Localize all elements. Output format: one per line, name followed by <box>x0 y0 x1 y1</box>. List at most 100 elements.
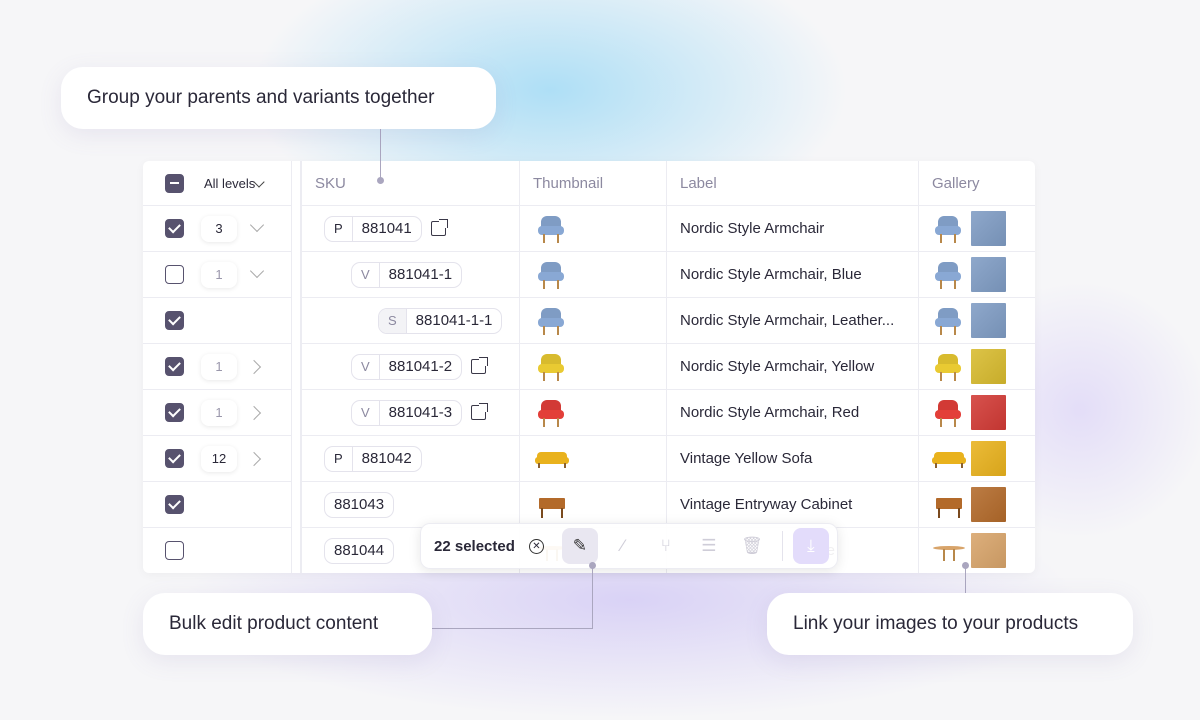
download-icon[interactable]: ⤓ <box>792 528 829 564</box>
callout-link-images: Link your images to your products <box>767 593 1133 655</box>
level-filter[interactable]: All levels <box>204 175 256 191</box>
gallery-cell <box>918 436 1035 481</box>
row-checkbox[interactable] <box>165 403 184 422</box>
chair-leg <box>954 417 956 427</box>
cabinet-body <box>936 497 962 509</box>
chevron-down-icon[interactable] <box>249 217 265 233</box>
trash-icon[interactable]: 🗑 <box>741 536 763 555</box>
thumbnail-image <box>535 444 569 474</box>
list-icon[interactable]: ☰ <box>701 536 717 555</box>
column-header-sku[interactable]: SKU <box>301 161 519 205</box>
cabinet-leg <box>938 507 940 518</box>
row-checkbox[interactable] <box>165 357 184 376</box>
external-link-icon[interactable] <box>471 357 489 374</box>
table-row[interactable]: 1 V 881041-1 Nordic Style Armchair, Blue <box>143 252 1035 298</box>
chair-leg <box>543 279 545 289</box>
sku-pill[interactable]: 881043 <box>324 491 395 518</box>
chair-leg <box>557 325 559 335</box>
sku-pill[interactable]: S 881041-1-1 <box>378 307 503 334</box>
gallery-detail-image[interactable] <box>971 211 1006 246</box>
table-header: All levels SKU Thumbnail Label Gallery <box>143 161 1035 206</box>
gallery-detail-image[interactable] <box>971 395 1006 430</box>
sku-pill[interactable]: V 881041-1 <box>351 261 463 288</box>
sofa-leg <box>538 462 540 468</box>
gallery-image <box>933 214 963 244</box>
magic-wand-icon[interactable]: ⁄ <box>621 536 625 555</box>
table-row[interactable]: 12 P 881042 Vintage Yellow Sofa <box>143 436 1035 482</box>
gallery-image <box>933 306 963 336</box>
sku-pill[interactable]: V 881041-2 <box>351 353 463 380</box>
row-checkbox[interactable] <box>165 541 184 560</box>
chair-seat <box>935 409 961 419</box>
label-cell: Nordic Style Armchair, Red <box>666 390 918 435</box>
sku-cell: V 881041-2 <box>301 344 519 389</box>
thumbnail-cell <box>519 482 666 527</box>
product-label: Nordic Style Armchair, Yellow <box>680 358 875 375</box>
external-link-icon[interactable] <box>471 403 489 420</box>
row-checkbox[interactable] <box>165 311 184 330</box>
chair-leg <box>954 371 956 381</box>
column-header-gallery[interactable]: Gallery <box>918 161 1035 205</box>
select-all-checkbox[interactable] <box>165 173 184 193</box>
gallery-detail-image[interactable] <box>971 441 1006 476</box>
row-checkbox[interactable] <box>165 219 184 238</box>
row-checkbox[interactable] <box>165 495 184 514</box>
thumbnail-cell <box>519 252 666 297</box>
thumbnail-image <box>536 306 566 336</box>
sku-pill[interactable]: V 881041-3 <box>351 399 463 426</box>
chair-leg <box>543 417 545 427</box>
sku-pill[interactable]: 881044 <box>324 537 395 564</box>
chair-leg <box>954 279 956 289</box>
gallery-detail-image[interactable] <box>971 487 1006 522</box>
sku-cell: P 881041 <box>301 206 519 251</box>
sku-pill[interactable]: P 881041 <box>324 215 422 242</box>
sku-value: 881041 <box>361 220 412 237</box>
gallery-image <box>933 536 965 566</box>
sku-pill[interactable]: P 881042 <box>324 445 422 472</box>
pencil-icon[interactable]: ✎ <box>561 528 598 564</box>
child-count-badge: 1 <box>201 262 237 288</box>
table-row[interactable]: 881043 Vintage Entryway Cabinet <box>143 482 1035 528</box>
row-checkbox[interactable] <box>165 265 184 284</box>
gallery-cell <box>918 298 1035 343</box>
gallery-image <box>933 490 963 520</box>
table-row[interactable]: S 881041-1-1 Nordic Style Armchair, Leathe… <box>143 298 1035 344</box>
gallery-detail-image[interactable] <box>971 303 1006 338</box>
table-row[interactable]: 1 V 881041-2 Nordic Style Armchair, Yellow <box>143 344 1035 390</box>
column-header-label[interactable]: Label <box>666 161 918 205</box>
sku-value: 881043 <box>334 496 385 513</box>
chair-seat <box>538 225 564 235</box>
chevron-right-icon[interactable] <box>246 451 262 467</box>
external-link-icon[interactable] <box>430 219 448 236</box>
row-checkbox[interactable] <box>165 449 184 468</box>
level-tag: P <box>325 446 353 471</box>
thumbnail-image <box>536 260 566 290</box>
chevron-down-icon[interactable] <box>249 263 265 279</box>
chair-leg <box>940 279 942 289</box>
row-select-cell: 3 <box>143 206 291 251</box>
sofa-leg <box>935 462 937 468</box>
gallery-detail-image[interactable] <box>971 533 1006 568</box>
thumbnail-cell <box>519 436 666 481</box>
sku-cell: 881044 <box>301 528 519 573</box>
chevron-right-icon[interactable] <box>246 405 262 421</box>
gallery-cell <box>918 344 1035 389</box>
gallery-detail-image[interactable] <box>971 257 1006 292</box>
cabinet-leg <box>958 507 960 518</box>
sku-value: 881042 <box>361 450 412 467</box>
column-header-thumbnail[interactable]: Thumbnail <box>519 161 666 205</box>
chevron-right-icon[interactable] <box>246 359 262 375</box>
cabinet-body <box>539 497 565 509</box>
chair-seat <box>538 317 564 327</box>
thumbnail-cell <box>519 344 666 389</box>
clear-selection-icon[interactable]: ✕ <box>528 538 544 554</box>
table-row[interactable]: 1 V 881041-3 Nordic Style Armchair, Red <box>143 390 1035 436</box>
chair-leg <box>543 233 545 243</box>
child-count-badge: 3 <box>201 216 237 242</box>
product-label: Nordic Style Armchair, Red <box>680 404 860 421</box>
hierarchy-icon[interactable]: ⑂ <box>660 536 671 555</box>
thumbnail-image <box>536 490 566 520</box>
table-row[interactable]: 3 P 881041 Nordic Style Armchair <box>143 206 1035 252</box>
gallery-detail-image[interactable] <box>971 349 1006 384</box>
table-row[interactable]: 881044ble <box>143 528 1035 573</box>
